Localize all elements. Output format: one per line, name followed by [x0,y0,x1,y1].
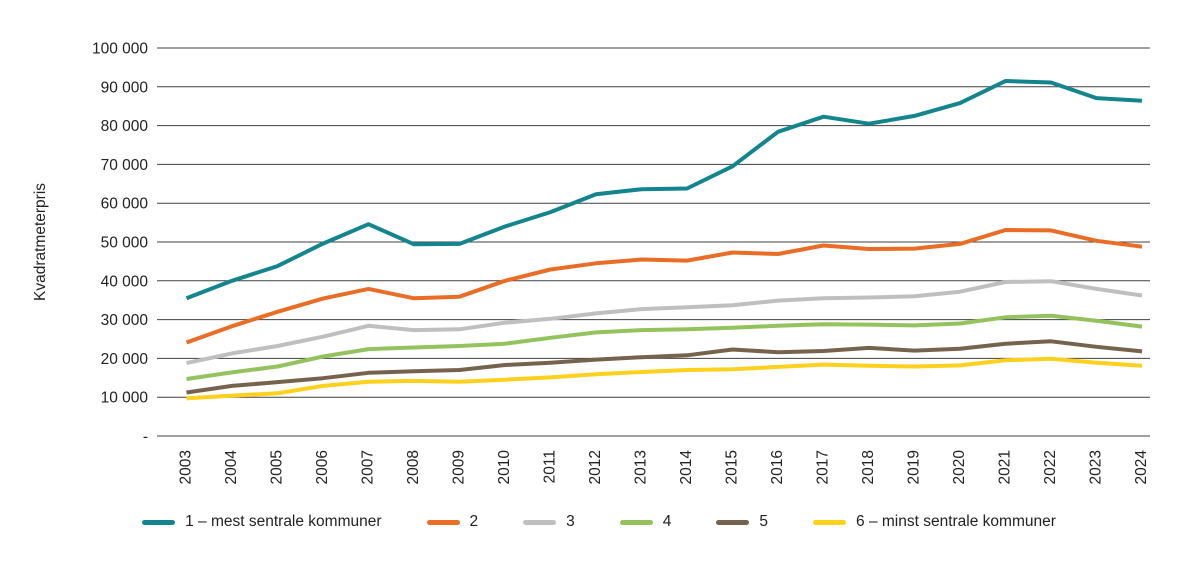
legend-swatch-4 [619,519,653,525]
legend-item-1: 1 – mest sentrale kommuner [142,513,382,531]
y-tick-label: 90 000 [101,79,149,96]
x-tick-label: 2012 [587,450,604,484]
x-tick-label: 2022 [1042,450,1059,484]
x-tick-label: 2015 [724,450,741,484]
x-tick-label: 2020 [951,450,968,485]
legend-swatch-5 [716,519,750,525]
x-tick-label: 2018 [860,450,877,484]
legend-item-5: 5 [716,513,768,531]
y-tick-label: 10 000 [101,390,149,407]
x-tick-label: 2021 [997,450,1014,484]
y-tick-label: 60 000 [101,196,149,213]
x-tick-label: 2011 [542,450,559,483]
series-line-3 [186,279,1143,366]
x-tick-label: 2016 [769,450,786,484]
legend-label-1: 1 – mest sentrale kommuner [185,513,382,530]
x-tick-label: 2014 [678,450,695,485]
legend-item-2: 2 [426,513,479,531]
x-tick-label: 2019 [906,450,923,484]
x-tick-label: 2008 [405,450,422,484]
x-tick-label: 2005 [269,450,286,484]
x-tick-label: 2009 [451,450,468,484]
y-tick-label: 100 000 [92,41,148,58]
series-line-2 [185,228,1143,345]
legend-swatch-1 [142,519,176,525]
legend-item-6: 6 – minst sentrale kommuner [813,513,1056,531]
y-tick-label: 80 000 [101,118,149,135]
legend-label-5: 5 [759,513,769,530]
y-tick-label: 70 000 [101,157,149,174]
chart-legend: 1 – mest sentrale kommuner 2 3 4 5 6 – minst … [0,506,1198,538]
x-tick-label: 2004 [223,450,240,485]
series-line-1 [185,79,1143,301]
legend-item-4: 4 [619,513,672,531]
x-tick-label: 2007 [360,450,377,484]
y-tick-label: 40 000 [101,273,149,290]
legend-label-6: 6 – minst sentrale kommuner [856,513,1056,530]
legend-item-3: 3 [523,513,575,531]
y-tick-label: 20 000 [101,351,149,368]
legend-swatch-2 [426,519,460,525]
x-tick-label: 2017 [815,450,832,484]
legend-label-2: 2 [469,513,479,530]
x-tick-label: 2003 [178,450,195,484]
y-tick-label: - [143,429,148,446]
y-axis-title: Kvadratmeterpris [32,183,49,301]
x-tick-label: 2024 [1133,450,1150,485]
series-line-4 [186,313,1143,381]
legend-swatch-6 [813,519,847,525]
y-tick-label: 50 000 [101,235,149,252]
legend-label-3: 3 [566,513,575,530]
legend-swatch-3 [523,519,557,525]
x-tick-label: 2006 [314,450,331,484]
series-line-5 [186,339,1143,395]
x-tick-label: 2013 [633,450,650,484]
y-tick-label: 30 000 [101,312,149,329]
series-line-6 [186,356,1143,401]
legend-label-4: 4 [662,513,672,530]
x-tick-label: 2010 [496,450,513,485]
x-tick-label: 2023 [1088,450,1105,484]
